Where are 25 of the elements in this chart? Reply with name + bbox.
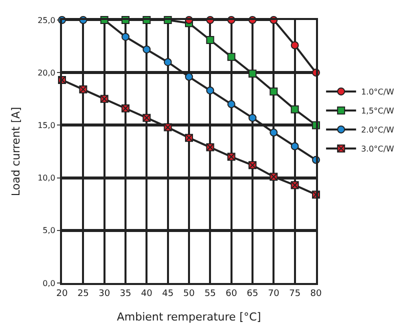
x-tick-label: 25: [77, 288, 89, 299]
legend-label: 1.0°C/W: [361, 88, 394, 97]
x-tick-label: 40: [140, 288, 153, 299]
x-tick-label: 35: [120, 288, 132, 299]
x-tick-label: 60: [226, 288, 238, 299]
legend-label: 1,5°C/W: [361, 106, 394, 116]
y-tick-label: 25,0: [38, 16, 56, 25]
x-tick-label: 30: [98, 288, 110, 299]
y-tick-label: 5,0: [42, 226, 56, 236]
x-tick-label: 75: [289, 288, 301, 299]
x-tick-label: 55: [204, 288, 216, 299]
y-tick-label: 15,0: [38, 121, 56, 130]
x-tick-label: 70: [268, 288, 280, 299]
x-axis-title: Ambient remperature [°C]: [116, 310, 262, 324]
x-tick-label: 80: [310, 288, 322, 299]
y-tick-label: 20,0: [38, 68, 56, 78]
x-tick-label: 20: [56, 288, 68, 299]
legend-label: 2.0°C/W: [361, 126, 394, 135]
x-tick-label: 65: [246, 288, 258, 299]
y-tick-label: 10,0: [38, 174, 56, 183]
legend-label: 3.0°C/W: [361, 144, 394, 154]
x-tick-label: 50: [183, 288, 195, 299]
y-tick-label: 0,0: [42, 278, 56, 288]
y-axis-title: Load current [A]: [10, 106, 23, 196]
x-tick-label: 45: [162, 288, 174, 299]
